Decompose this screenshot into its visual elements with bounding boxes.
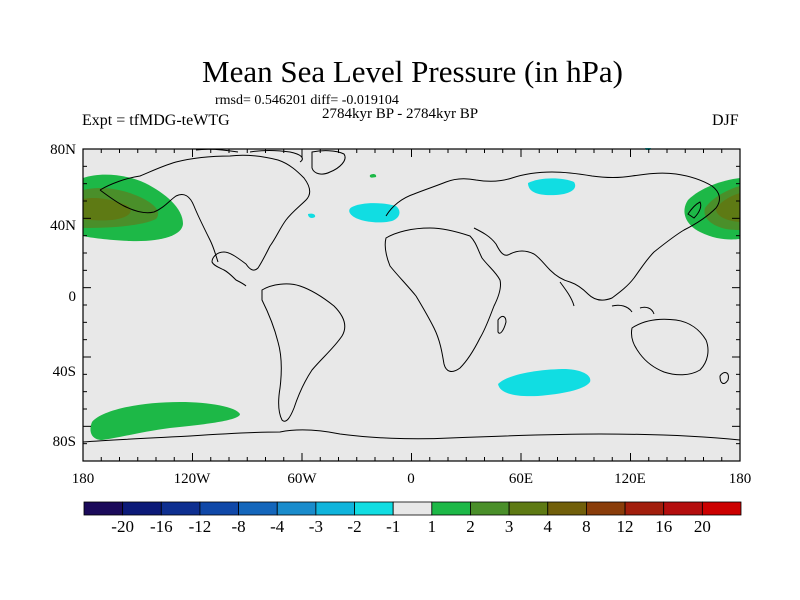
season-label: DJF — [712, 112, 739, 129]
colorbar-swatch — [354, 501, 394, 516]
colorbar — [83, 501, 742, 516]
coastline-japan — [687, 201, 702, 219]
coastline-antarctica — [82, 429, 741, 443]
axis-ticks — [82, 148, 741, 462]
colorbar-label: -20 — [111, 517, 134, 536]
lon-label-180e: 180 — [729, 471, 752, 487]
anomaly-patch-small — [369, 173, 377, 178]
colorbar-swatch — [470, 501, 510, 516]
lon-label-60w: 60W — [287, 471, 317, 487]
anomaly-patch-north-atlantic-small — [308, 213, 316, 218]
colorbar-label: 20 — [693, 517, 711, 536]
colorbar-swatch — [624, 501, 665, 516]
chart-title: Mean Sea Level Pressure (in hPa) — [202, 54, 623, 89]
colorbar-label: -12 — [188, 517, 212, 536]
anomaly-patch-north-pacific-east-core — [716, 193, 740, 222]
anomaly-patch-south-indian — [498, 369, 591, 397]
lon-label-180w: 180 — [72, 471, 95, 487]
lat-label-40s: 40S — [53, 364, 76, 380]
colorbar-label: -16 — [149, 517, 173, 536]
experiment-label: Expt = tfMDG-teWTG — [82, 112, 230, 129]
colorbar-swatch — [392, 501, 433, 516]
colorbar-label: -1 — [386, 517, 401, 536]
coastline-greenland — [311, 150, 346, 175]
colorbar-swatch — [663, 501, 703, 516]
colorbar-swatch — [83, 501, 124, 516]
colorbar-swatch — [199, 501, 239, 516]
lon-label-60e: 60E — [509, 471, 533, 487]
colorbar-swatch — [238, 501, 278, 516]
colorbar-label: 2 — [466, 517, 475, 536]
colorbar-label: 3 — [504, 517, 514, 536]
colorbar-label: 1 — [427, 517, 437, 536]
colorbar-label: -3 — [308, 517, 323, 536]
coastline-africa — [384, 227, 501, 372]
colorbar-label: -2 — [347, 517, 362, 536]
lon-label-120e: 120E — [614, 471, 646, 487]
colorbar-swatch — [508, 501, 549, 516]
coastline-south-america — [261, 283, 346, 422]
coastline-indonesia — [611, 304, 655, 315]
colorbar-swatch — [276, 501, 317, 516]
colorbar-label: 4 — [543, 517, 553, 536]
lat-label-80n: 80N — [50, 142, 76, 158]
stats-text: rmsd= 0.546201 diff= -0.019104 — [215, 93, 399, 108]
colorbar-swatch — [160, 501, 201, 516]
coastline-north-america — [99, 154, 311, 287]
colorbar-swatch — [701, 501, 742, 516]
period-label: 2784kyr BP - 2784kyr BP — [322, 106, 479, 122]
colorbar-swatch — [586, 501, 626, 516]
lat-label-40n: 40N — [50, 218, 76, 234]
lat-label-80s: 80S — [53, 434, 76, 450]
colorbar-label: 16 — [655, 517, 673, 536]
anomaly-patch-south-pacific — [90, 402, 240, 440]
colorbar-swatch — [122, 501, 162, 516]
lat-label-eq: 0 — [69, 289, 77, 305]
colorbar-swatch — [315, 501, 355, 516]
colorbar-swatch — [547, 501, 587, 516]
colorbar-label: 8 — [582, 517, 591, 536]
colorbar-swatch — [431, 501, 471, 516]
colorbar-label: -4 — [270, 517, 285, 536]
lon-label-120w: 120W — [174, 471, 212, 487]
colorbar-label: -8 — [231, 517, 246, 536]
coastline-new-zealand — [719, 372, 729, 384]
lon-label-0: 0 — [407, 471, 415, 487]
coastline-madagascar — [497, 315, 507, 334]
coastline-eurasia — [385, 171, 720, 301]
anomaly-patch-siberia — [528, 178, 576, 196]
anomaly-patch-north-atlantic — [349, 203, 400, 223]
coastline-australia — [631, 318, 709, 376]
anomaly-patches — [83, 148, 740, 440]
coastlines — [82, 148, 741, 443]
colorbar-label: 12 — [616, 517, 634, 536]
